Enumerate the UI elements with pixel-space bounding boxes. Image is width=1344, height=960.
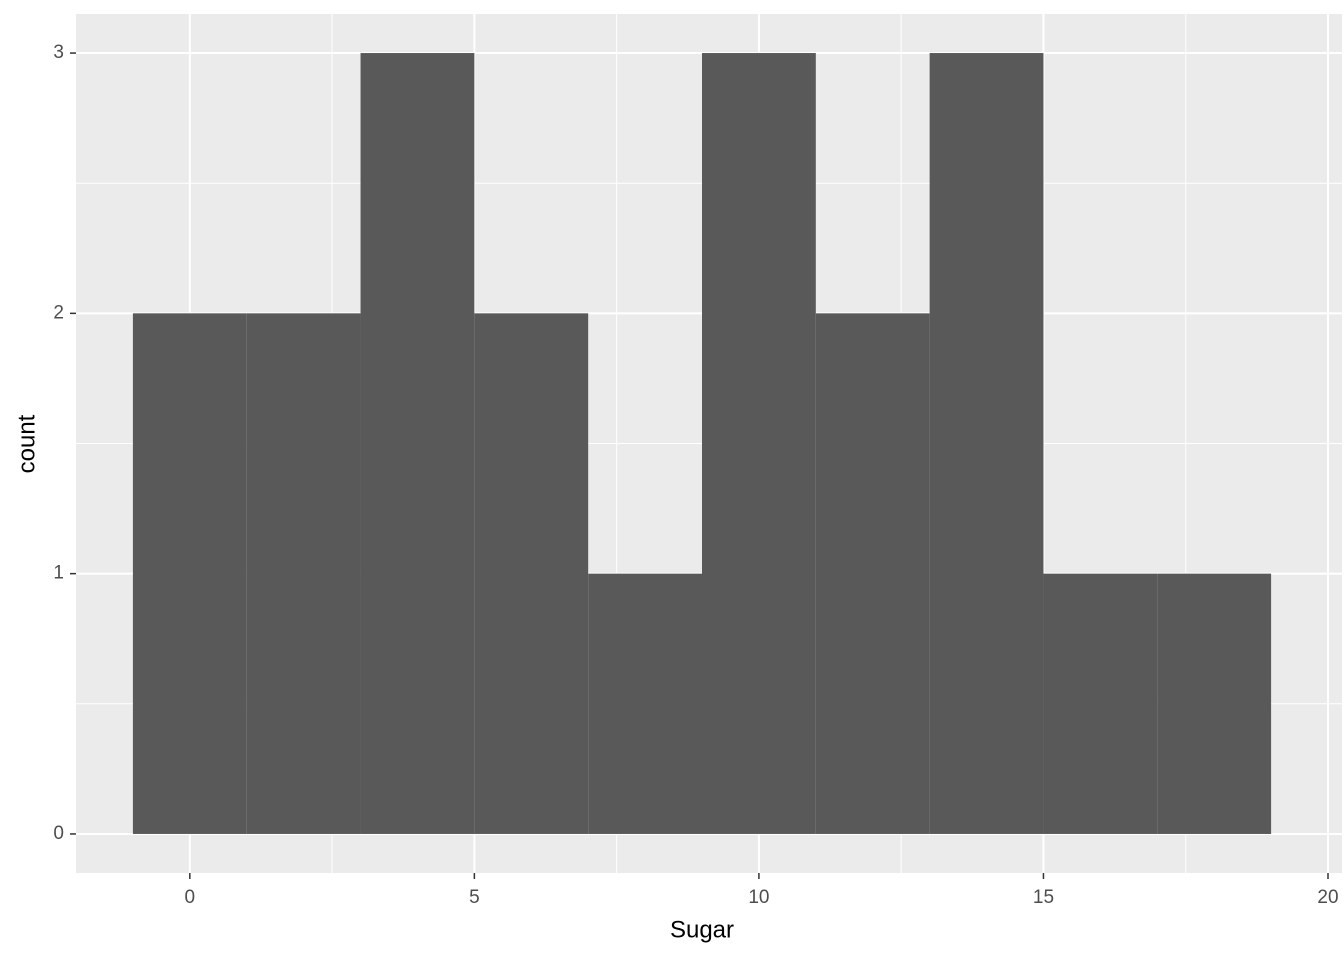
y-tick-label: 3 [53, 42, 64, 63]
y-axis-title: count [13, 414, 40, 473]
y-tick-label: 1 [53, 563, 64, 584]
histogram-bar [588, 573, 702, 834]
histogram-bar [815, 313, 930, 834]
x-tick-label: 15 [1033, 887, 1054, 908]
x-tick-label: 5 [469, 887, 480, 908]
histogram-bar [246, 313, 361, 834]
histogram-bar [360, 53, 475, 834]
x-tick-label: 20 [1317, 887, 1338, 908]
y-tick-label: 0 [53, 823, 64, 844]
histogram-bar [1157, 573, 1272, 834]
x-tick-label: 0 [185, 887, 196, 908]
histogram-bar [1043, 573, 1158, 834]
histogram-bar [929, 53, 1044, 834]
y-tick-label: 2 [53, 302, 64, 323]
x-tick-label: 10 [748, 887, 769, 908]
histogram-bar [132, 313, 247, 834]
histogram-bar [702, 53, 816, 834]
histogram-bar [474, 313, 589, 834]
x-axis-title: Sugar [670, 916, 734, 943]
